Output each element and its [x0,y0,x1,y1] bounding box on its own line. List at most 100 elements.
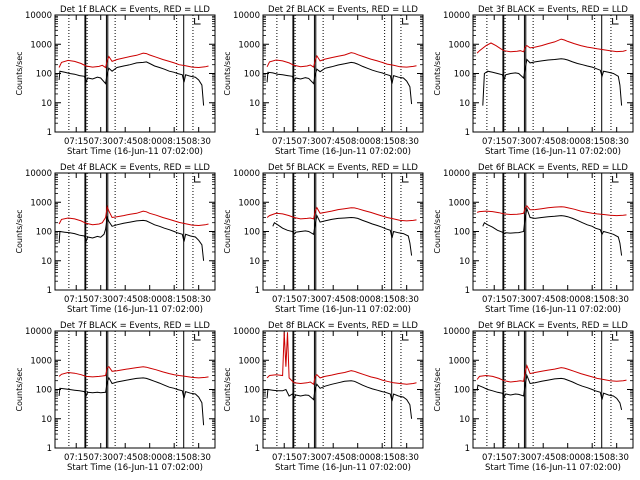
x-tick-label: 08:15 [162,453,187,463]
series-black-events [58,215,205,261]
x-tick-label: 07:30 [296,295,321,305]
x-tick-label: 08:15 [370,137,395,147]
x-tick-label: 08:00 [555,137,580,147]
y-axis-label: Counts/sec [433,367,442,411]
x-axis-label: Start Time (16-Jun-11 07:02:00) [485,147,621,157]
y-tick-label: 10 [41,99,52,109]
series-black-events [482,206,623,256]
x-tick-label: 07:30 [506,137,531,147]
y-tick-label: 1000 [238,40,260,50]
series-black-events [272,214,413,256]
y-tick-label: 1000 [30,356,52,366]
plot-frame [54,330,216,449]
series-red-lld [476,38,627,54]
y-tick-label: 1000 [238,356,260,366]
panel-det-2f: Det 2f BLACK = Events, RED = LLD 1 10 100 10… [223,5,424,157]
series-red-lld [58,366,209,379]
x-tick-label: 07:45 [321,453,346,463]
y-axis-label: Counts/sec [15,209,24,253]
x-tick-label: 07:15 [272,137,297,147]
series-black-events [476,373,623,411]
x-tick-label: 07:45 [113,137,138,147]
plot-frame [54,14,216,133]
y-tick-label: 1 [255,286,260,296]
y-tick-label: 10000 [25,169,52,179]
y-tick-label: 100 [36,386,52,396]
panel-title: Det 8f BLACK = Events, RED = LLD [268,321,418,331]
series-red-lld [266,206,417,222]
bracket-marker [194,18,201,25]
x-tick-label: 08:30 [186,295,211,305]
panel-title: Det 6f BLACK = Events, RED = LLD [478,163,628,173]
panel-det-3f: Det 3f BLACK = Events, RED = LLD 1 10 100 10… [433,5,634,157]
bracket-marker [402,176,409,183]
y-tick-label: 1000 [448,40,470,50]
y-tick-label: 1 [255,444,260,454]
plot-frame [472,330,634,449]
series-black-events [58,376,205,426]
bracket-marker [194,334,201,341]
x-tick-label: 08:00 [137,453,162,463]
bracket-marker [612,18,619,25]
x-tick-label: 08:30 [394,137,419,147]
y-axis-label: Counts/sec [15,51,24,95]
y-tick-label: 1000 [30,198,52,208]
y-axis-label: Counts/sec [223,209,232,253]
x-tick-label: 08:30 [604,453,629,463]
y-tick-label: 100 [244,386,260,396]
x-tick-label: 07:30 [88,295,113,305]
series-black-events [266,380,413,419]
x-tick-label: 07:45 [531,295,556,305]
series-red-lld [476,205,627,217]
x-tick-label: 08:00 [555,295,580,305]
y-axis-label: Counts/sec [223,367,232,411]
x-tick-label: 07:30 [296,137,321,147]
y-tick-label: 10000 [233,169,260,179]
y-tick-label: 1000 [238,198,260,208]
y-tick-label: 10 [249,257,260,267]
x-tick-label: 08:15 [580,295,605,305]
x-tick-label: 07:15 [64,295,89,305]
bracket-marker [612,334,619,341]
y-tick-label: 1 [255,128,260,138]
y-axis-label: Counts/sec [433,51,442,95]
y-tick-label: 10 [249,99,260,109]
y-tick-label: 100 [36,70,52,80]
x-axis-label: Start Time (16-Jun-11 07:02:00) [67,463,203,473]
x-axis-label: Start Time (16-Jun-11 07:02:00) [275,147,411,157]
x-tick-label: 07:15 [64,453,89,463]
y-tick-label: 100 [454,386,470,396]
panel-det-5f: Det 5f BLACK = Events, RED = LLD 1 10 100 10… [223,163,424,315]
x-tick-label: 08:15 [370,295,395,305]
y-tick-label: 1000 [448,198,470,208]
y-tick-label: 10000 [25,327,52,337]
x-tick-label: 08:30 [186,453,211,463]
bracket-marker [402,334,409,341]
panel-title: Det 1f BLACK = Events, RED = LLD [60,5,210,15]
x-tick-label: 08:15 [370,453,395,463]
y-tick-label: 1 [47,286,52,296]
panel-det-8f: Det 8f BLACK = Events, RED = LLD 1 10 100 10… [223,321,424,473]
x-axis-label: Start Time (16-Jun-11 07:02:00) [485,463,621,473]
x-tick-label: 07:45 [321,137,346,147]
y-axis-label: Counts/sec [15,367,24,411]
series-red-lld [266,332,417,386]
panel-title: Det 9f BLACK = Events, RED = LLD [478,321,628,331]
y-tick-label: 10000 [443,11,470,21]
x-tick-label: 08:30 [604,137,629,147]
x-tick-label: 08:15 [162,137,187,147]
plot-frame [472,172,634,291]
x-axis-label: Start Time (16-Jun-11 07:02:00) [275,463,411,473]
x-tick-label: 08:00 [345,453,370,463]
plot-frame [262,14,424,133]
y-tick-label: 10 [41,415,52,425]
y-tick-label: 100 [454,70,470,80]
y-tick-label: 10000 [233,11,260,21]
x-tick-label: 08:30 [186,137,211,147]
series-red-lld [476,364,627,383]
x-tick-label: 08:30 [604,295,629,305]
x-tick-label: 08:00 [137,137,162,147]
bracket-marker [194,176,201,183]
x-tick-label: 07:15 [482,295,507,305]
y-tick-label: 100 [244,70,260,80]
